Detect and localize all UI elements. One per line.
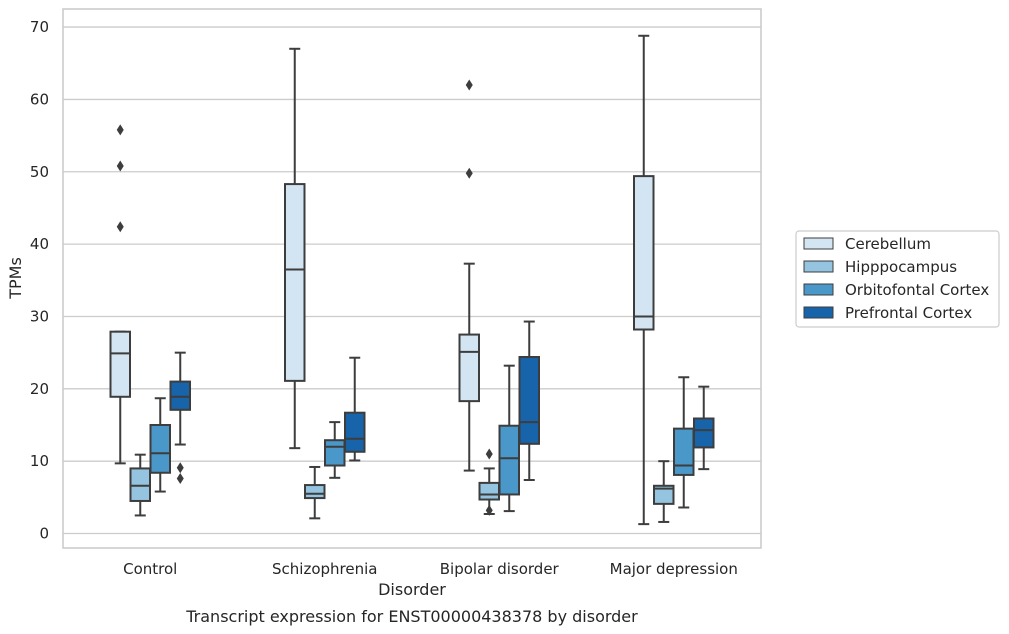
y-tick-label: 30	[30, 307, 49, 325]
legend-swatch	[803, 306, 834, 319]
legend-label: Prefrontal Cortex	[845, 304, 972, 322]
iqr-box	[478, 481, 500, 501]
legend: Cerebellum Hipppocampus Orbitofontal Corte…	[795, 230, 1000, 328]
legend-swatch	[803, 283, 834, 296]
y-tick-label: 0	[39, 525, 49, 543]
outlier-point	[176, 462, 184, 474]
outlier-point	[485, 504, 493, 516]
outlier-point	[485, 448, 493, 460]
outlier-point	[465, 167, 473, 179]
iqr-box	[324, 439, 346, 467]
x-tick-label: Bipolar disorder	[440, 560, 560, 578]
iqr-box	[653, 484, 675, 505]
outlier-point	[465, 79, 473, 91]
y-axis-title: TPMs	[6, 257, 25, 300]
series-prefrontal-cortex	[169, 320, 715, 485]
y-tick-label: 10	[30, 452, 49, 470]
boxes	[109, 34, 715, 526]
iqr-box	[169, 380, 191, 411]
outlier-point	[116, 124, 124, 136]
iqr-box	[458, 333, 480, 403]
legend-swatch	[803, 237, 834, 250]
legend-label: Orbitofontal Cortex	[845, 281, 989, 299]
y-tick-label: 40	[30, 235, 49, 253]
legend-swatch	[803, 260, 834, 273]
iqr-box	[304, 484, 326, 500]
iqr-box	[149, 424, 171, 474]
iqr-box	[498, 424, 520, 496]
iqr-box	[518, 355, 540, 445]
plot-area	[62, 8, 762, 549]
iqr-box	[129, 467, 151, 502]
legend-label: Hipppocampus	[845, 258, 957, 276]
iqr-box	[344, 411, 366, 453]
iqr-box	[109, 330, 131, 398]
chart-caption: Transcript expression for ENST0000043837…	[185, 607, 638, 626]
outlier-point	[116, 221, 124, 233]
series-cerebellum	[109, 34, 655, 526]
legend-frame	[795, 230, 1000, 328]
y-tick-label: 70	[30, 18, 49, 36]
series-hipppocampus	[129, 448, 675, 523]
x-tick-label: Schizophrenia	[272, 560, 377, 578]
outlier-point	[116, 160, 124, 172]
x-tick-label: Major depression	[610, 560, 738, 578]
series-orbitofontal-cortex	[149, 364, 695, 513]
iqr-box	[693, 417, 715, 449]
y-tick-label: 50	[30, 163, 49, 181]
y-tick-label: 20	[30, 380, 49, 398]
x-axis-title: Disorder	[378, 580, 446, 599]
y-tick-label: 60	[30, 90, 49, 108]
legend-label: Cerebellum	[845, 235, 931, 253]
y-tick-labels: 0 10 20 30 40 50 60 70	[30, 18, 49, 542]
iqr-box	[633, 175, 655, 331]
outlier-point	[176, 473, 184, 485]
x-tick-label: Control	[123, 560, 177, 578]
iqr-box	[284, 183, 306, 382]
x-tick-labels: Control Schizophrenia Bipolar disorder Majo…	[123, 560, 738, 578]
iqr-box	[673, 427, 695, 476]
